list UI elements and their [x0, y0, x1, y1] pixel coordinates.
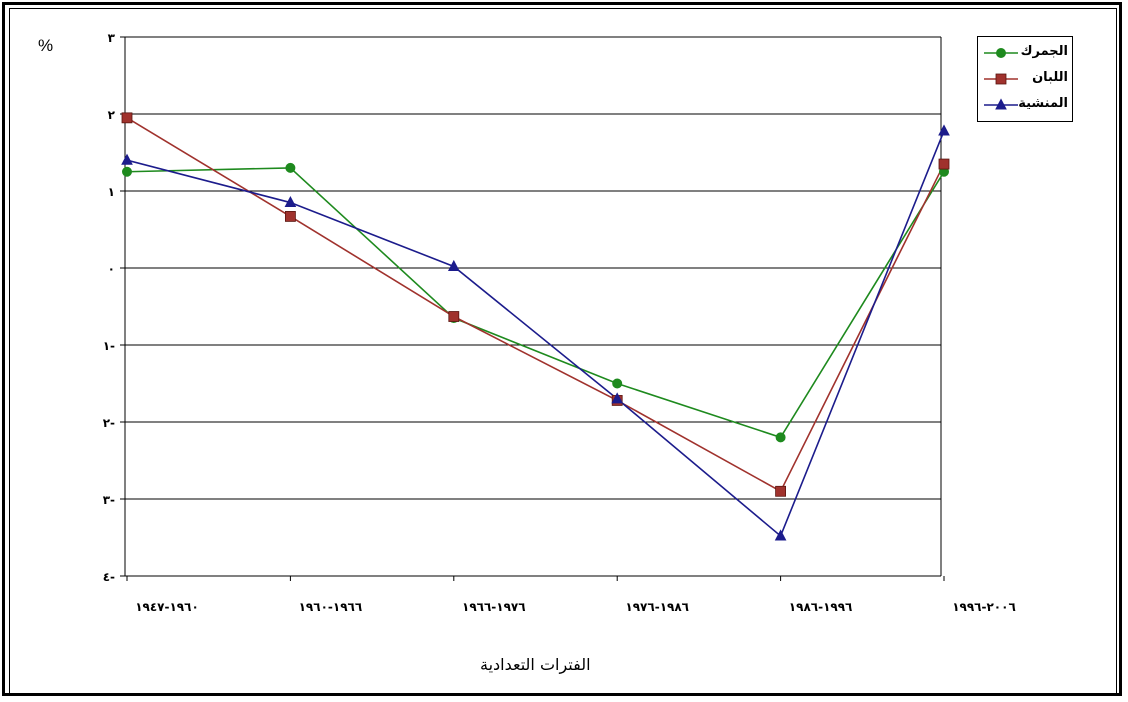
series-0-point-1 — [285, 162, 296, 173]
series-1-point-5 — [938, 158, 950, 170]
x-tick-label-4: ١٩٩٦-١٩٨٦ — [789, 600, 853, 614]
legend-item-1: اللبان — [982, 69, 1070, 89]
legend-swatch-1 — [984, 73, 1018, 85]
y-tick-label-5: ٢- — [103, 416, 115, 430]
legend-label-1: اللبان — [1032, 70, 1068, 85]
legend-marker-1 — [995, 73, 1007, 85]
series-line-2 — [126, 130, 945, 538]
x-tick-label-5: ٢٠٠٦-١٩٩٦ — [952, 600, 1016, 614]
legend-item-2: المنشية — [982, 95, 1070, 115]
y-tick-label-3: ٠ — [108, 262, 115, 276]
series-1-point-1 — [284, 211, 296, 222]
series-line-0 — [126, 167, 945, 439]
x-tick-label-2: ١٩٧٦-١٩٦٦ — [462, 600, 526, 614]
y-tick-label-4: ١- — [103, 339, 115, 353]
legend-marker-0 — [996, 48, 1006, 58]
y-unit-label: % — [38, 36, 54, 55]
y-tick-label-1: ٢ — [108, 108, 116, 122]
series-line-1 — [126, 117, 945, 493]
y-tick-label-2: ١ — [108, 185, 115, 199]
legend-item-0: الجمرك — [982, 43, 1070, 63]
x-axis-title: الفترات التعدادية — [480, 655, 591, 674]
x-tick-label-0: ١٩٦٠-١٩٤٧ — [135, 600, 199, 614]
series-1-point-2 — [448, 311, 460, 322]
y-tick-label-7: ٤- — [103, 570, 115, 584]
series-2-point-4 — [774, 529, 787, 541]
legend-label-0: الجمرك — [1020, 44, 1068, 59]
y-tick-label-0: ٣ — [108, 31, 116, 45]
series-2-point-2 — [447, 259, 460, 271]
series-0-point-0 — [122, 166, 132, 177]
series-0-point-4 — [775, 432, 786, 443]
legend: الجمرك اللبان المنشية — [977, 36, 1073, 122]
legend-marker-2 — [995, 98, 1007, 110]
x-tick-label-1: ١٩٦٦-١٩٦٠ — [299, 600, 363, 614]
x-tick-label-3: ١٩٨٦-١٩٧٦ — [625, 600, 689, 614]
legend-label-2: المنشية — [1018, 96, 1068, 111]
y-tick-label-6: ٣- — [103, 493, 115, 507]
series-2-point-0 — [121, 153, 133, 165]
series-2-point-3 — [611, 392, 624, 404]
inner-frame — [9, 8, 1117, 694]
series-0-point-3 — [612, 378, 623, 389]
series-1-point-0 — [121, 112, 133, 124]
legend-swatch-2 — [984, 98, 1018, 110]
series-2-point-5 — [938, 124, 950, 136]
series-2-point-1 — [284, 195, 297, 208]
series-1-point-4 — [775, 485, 786, 497]
legend-swatch-0 — [984, 48, 1018, 58]
